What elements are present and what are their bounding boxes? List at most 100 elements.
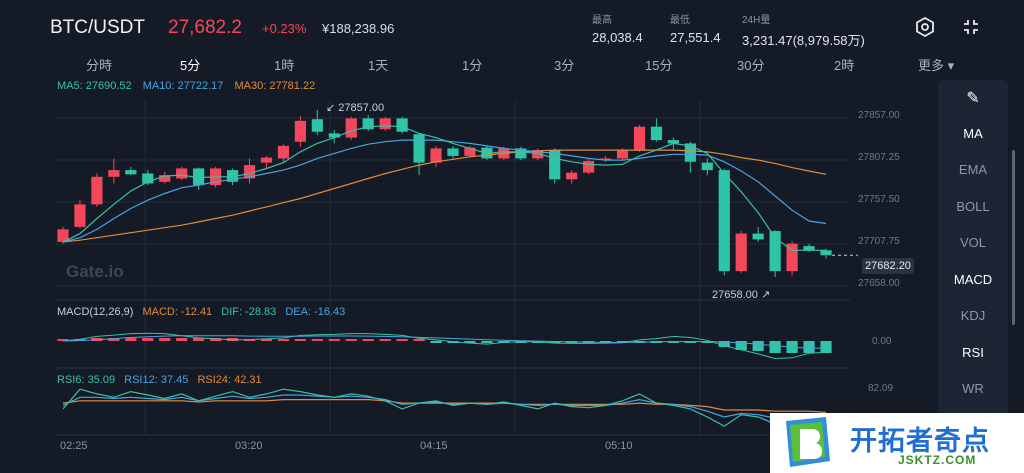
macd-bar (294, 339, 306, 341)
macd-zero-tick: 0.00 (872, 336, 892, 347)
ma5-value: MA5: 27690.52 (57, 80, 132, 92)
candle-body (769, 231, 781, 272)
dif-value: DIF: -28.83 (221, 306, 277, 318)
macd-title: MACD(12,26,9) (57, 306, 134, 318)
macd-bar (74, 339, 86, 341)
candle-body (328, 133, 340, 138)
indicator-kdj[interactable]: KDJ (960, 308, 986, 323)
trading-pair[interactable]: BTC/USDT (50, 17, 145, 38)
candle-body (566, 172, 578, 180)
brand-banner: 开拓者奇点 JSKTZ.COM (770, 413, 1024, 473)
macd-bar (345, 339, 357, 341)
sidebar-scrollbar[interactable] (1012, 150, 1015, 325)
candle-body (311, 119, 323, 132)
candle-body (74, 204, 86, 227)
candle-body (447, 148, 459, 156)
settings-hexagon-icon[interactable] (914, 16, 936, 38)
tab-30m[interactable]: 30分 (737, 58, 765, 73)
candle-body (515, 148, 527, 159)
indicator-macd[interactable]: MACD (953, 272, 993, 287)
macd-bar (735, 341, 747, 350)
candle-body (583, 160, 595, 173)
candle-body (430, 148, 442, 163)
indicator-ema[interactable]: EMA (958, 162, 988, 177)
time-tick: 04:15 (420, 440, 448, 452)
rsi24-line (62, 399, 827, 413)
rsi6-line (62, 388, 827, 427)
candle-body (633, 126, 646, 151)
macd-bar (108, 338, 120, 341)
tab-1d[interactable]: 1天 (368, 58, 389, 73)
high-marker: ↙ 27857.00 (326, 102, 385, 114)
indicator-boll[interactable]: BOLL (956, 199, 990, 214)
candle-body (57, 229, 69, 242)
draw-tool-icon[interactable]: ✎ (966, 90, 980, 107)
macd-bar (277, 339, 290, 341)
price-tick: 27857.00 (858, 110, 900, 121)
candle-body (362, 118, 374, 130)
candle-body (549, 150, 561, 180)
tab-3m[interactable]: 3分 (554, 58, 575, 73)
tab-2h[interactable]: 2時 (834, 58, 855, 73)
tab-5m[interactable]: 5分 (180, 58, 201, 73)
macd-bar (769, 341, 781, 353)
indicator-wr[interactable]: WR (962, 381, 984, 396)
brand-logo-icon (786, 417, 830, 467)
ma30-line (62, 149, 827, 243)
macd-bar (210, 338, 222, 341)
candle-body (159, 175, 171, 182)
macd-bar (328, 339, 340, 341)
interval-tabs: 分時 5分 1時 1天 1分 3分 15分 30分 2時 更多 ▾ (0, 50, 1024, 76)
rsi6-value: RSI6: 35.09 (57, 374, 116, 386)
cny-price: ¥188,238.96 (322, 21, 395, 36)
rsi12-line (62, 394, 827, 419)
candle-body (193, 168, 205, 186)
indicator-rsi[interactable]: RSI (962, 345, 984, 360)
rsi12-value: RSI12: 37.45 (124, 374, 189, 386)
macd-bar (396, 339, 408, 341)
tab-more[interactable]: 更多 ▾ (918, 58, 955, 73)
macd-bar (311, 339, 323, 341)
low-value: 27,551.4 (670, 30, 721, 45)
tab-timeshare[interactable]: 分時 (86, 58, 113, 73)
candle-body (650, 126, 663, 141)
candle-body (820, 250, 832, 256)
macd-bar (752, 341, 764, 351)
rsi24-value: RSI24: 42.31 (197, 374, 262, 386)
last-price: 27,682.2 (168, 17, 242, 38)
macd-bar (430, 341, 442, 343)
candle-body (125, 170, 137, 175)
tab-1h[interactable]: 1時 (274, 58, 295, 73)
volume-value: 3,231.47(8,979.58万) (742, 33, 865, 48)
candle-body (752, 233, 764, 240)
indicator-ma[interactable]: MA (963, 126, 983, 141)
candle-body (91, 176, 103, 205)
price-tick: 27707.75 (858, 236, 900, 247)
ma10-line (62, 139, 827, 243)
tab-1m[interactable]: 1分 (462, 58, 483, 73)
ma30-value: MA30: 27781.22 (234, 80, 316, 92)
low-marker-value: 27658.00 (712, 289, 758, 301)
candle-body (684, 143, 696, 162)
dea-line (62, 335, 827, 349)
ma10-value: MA10: 27722.17 (142, 80, 224, 92)
macd-bar (125, 338, 137, 341)
tab-15m[interactable]: 15分 (645, 58, 673, 73)
indicator-vol[interactable]: VOL (959, 235, 986, 250)
macd-bar (176, 338, 188, 341)
macd-bar (159, 338, 171, 341)
candle-body (701, 162, 713, 171)
candle-body (108, 170, 120, 177)
watermark-logo: Gate.io (66, 262, 124, 281)
low-label: 最低 (670, 15, 690, 26)
collapse-icon[interactable] (960, 16, 982, 38)
macd-bar (718, 341, 730, 347)
candle-body (277, 145, 290, 159)
current-price-tag: 27682.20 (862, 258, 914, 274)
price-tick: 27757.50 (858, 194, 900, 205)
time-tick: 02:25 (60, 440, 88, 452)
candle-body (345, 118, 357, 138)
ma5-line (62, 125, 826, 251)
